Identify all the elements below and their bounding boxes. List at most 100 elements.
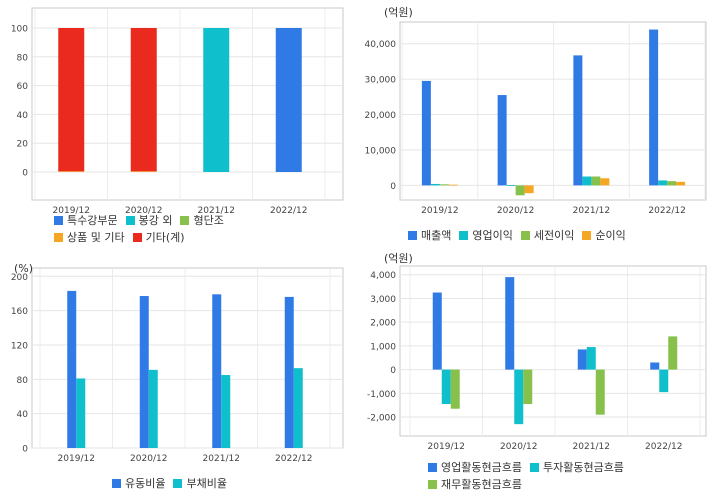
bar xyxy=(221,375,231,448)
x-tick-label: 2019/12 xyxy=(53,206,90,216)
bar xyxy=(439,184,449,186)
bar xyxy=(430,183,440,186)
bar xyxy=(505,277,515,370)
bar xyxy=(676,181,686,186)
y-tick-label: 20 xyxy=(17,140,29,150)
y-tick-label: 30,000 xyxy=(365,76,397,86)
x-tick-label: 2021/12 xyxy=(573,442,610,452)
legend-label: 재무활동현금흐름 xyxy=(441,478,522,491)
bar xyxy=(582,176,592,186)
y-tick-label: -2,000 xyxy=(367,414,396,424)
legend-label: 영업이익 xyxy=(472,229,513,242)
legend-swatch xyxy=(180,216,190,225)
legend-swatch xyxy=(54,233,63,242)
legend-row: 영업활동현금흐름 투자활동현금흐름 xyxy=(428,459,632,476)
y-tick-label: 20,000 xyxy=(365,111,397,121)
bar xyxy=(668,336,678,370)
x-tick-label: 2019/12 xyxy=(421,206,458,216)
chart-2: 0 10,000 20,000 30,000 40,000 2019/12 2020/12 2… xyxy=(365,21,707,216)
x-tick-label: 2020/12 xyxy=(497,206,534,216)
y-tick-label: 80 xyxy=(17,53,29,63)
chart-1-legend: 특수강부문 봉강 외 형단조 상품 및 기타 기타(계) xyxy=(54,212,232,246)
bar xyxy=(148,369,158,448)
legend-row: 특수강부문 봉강 외 형단조 xyxy=(54,212,232,229)
legend-label: 기타(계) xyxy=(145,231,185,244)
y-tick-label: 0 xyxy=(22,169,28,179)
y-tick-label: 10,000 xyxy=(365,146,397,156)
x-tick-label: 2022/12 xyxy=(275,454,312,464)
y-tick-label: 40 xyxy=(17,410,29,420)
y-tick-label: 0 xyxy=(22,445,28,455)
bar xyxy=(58,28,85,172)
bar xyxy=(600,178,610,186)
legend-swatch xyxy=(582,231,592,240)
bar xyxy=(293,368,303,448)
legend-label: 세전이익 xyxy=(533,229,575,242)
chart-3-legend: 유동비율 부채비율 xyxy=(112,475,235,492)
legend-item: 영업활동현금흐름 xyxy=(428,459,522,476)
y-tick-label: 0 xyxy=(390,366,396,376)
legend-label: 유동비율 xyxy=(125,477,166,490)
x-tick-label: 2020/12 xyxy=(500,442,537,452)
x-tick-label: 2020/12 xyxy=(125,206,162,216)
x-tick-label: 2022/12 xyxy=(645,442,682,452)
bar xyxy=(514,369,524,425)
bar xyxy=(497,95,507,186)
x-tick-label: 2021/12 xyxy=(203,454,240,464)
bar xyxy=(441,369,451,404)
bar xyxy=(523,369,533,404)
legend-label: 부채비율 xyxy=(186,477,227,490)
chart-3: 0 40 80 120 160 200 2019/12 2020/12 2021/12 2022/… xyxy=(11,267,344,464)
legend-item: 재무활동현금흐름 xyxy=(428,476,522,493)
chart-2-legend: 매출액 영업이익 세전이익 순이익 xyxy=(408,227,634,244)
chart-2-unit-label: (억원) xyxy=(384,6,413,19)
bar xyxy=(577,349,587,370)
legend-label: 봉강 외 xyxy=(138,214,173,227)
chart-1: 0 20 40 60 80 100 2019/12 2020/12 2021/12 2022/12 xyxy=(11,7,344,216)
legend-row: 상품 및 기타 기타(계) xyxy=(54,229,232,246)
y-tick-label: 160 xyxy=(11,307,28,317)
bar xyxy=(591,176,601,186)
bar xyxy=(421,80,431,186)
bar xyxy=(203,28,230,172)
chart-4-frame xyxy=(399,265,707,437)
legend-item: 순이익 xyxy=(582,227,626,244)
legend-item: 기타(계) xyxy=(132,229,185,246)
bar xyxy=(659,369,669,393)
x-tick-label: 2019/12 xyxy=(58,454,95,464)
legend-label: 매출액 xyxy=(421,229,452,242)
legend-item: 영업이익 xyxy=(459,227,513,244)
x-tick-label: 2020/12 xyxy=(130,454,167,464)
bar xyxy=(506,185,516,186)
bar xyxy=(58,171,85,172)
legend-item: 세전이익 xyxy=(520,227,575,244)
legend-item: 유동비율 xyxy=(112,475,165,492)
legend-swatch xyxy=(428,463,437,472)
legend-swatch xyxy=(125,216,135,225)
legend-swatch xyxy=(459,231,469,240)
y-tick-label: 2,000 xyxy=(370,319,396,329)
y-tick-label: 0 xyxy=(390,182,396,192)
y-tick-label: 200 xyxy=(11,273,28,283)
bar xyxy=(130,28,157,172)
legend-item: 형단조 xyxy=(180,212,224,229)
y-tick-label: 120 xyxy=(11,341,28,351)
legend-item: 부채비율 xyxy=(173,475,227,492)
bar xyxy=(667,181,677,186)
x-tick-label: 2022/12 xyxy=(648,206,685,216)
legend-item: 투자활동현금흐름 xyxy=(529,459,624,476)
bar xyxy=(515,185,525,196)
x-tick-label: 2022/12 xyxy=(270,206,307,216)
legend-label: 형단조 xyxy=(193,214,224,227)
legend-swatch xyxy=(112,479,121,488)
chart-4: -2,000 -1,000 0 1,000 2,000 3,000 4,000 2019/12… xyxy=(367,265,707,452)
y-tick-label: 3,000 xyxy=(370,295,396,305)
legend-swatch xyxy=(529,463,539,472)
y-tick-label: 60 xyxy=(17,82,29,92)
bar xyxy=(212,294,222,448)
legend-row: 유동비율 부채비율 xyxy=(112,475,235,492)
y-tick-label: 40 xyxy=(17,111,29,121)
legend-label: 상품 및 기타 xyxy=(67,231,125,244)
